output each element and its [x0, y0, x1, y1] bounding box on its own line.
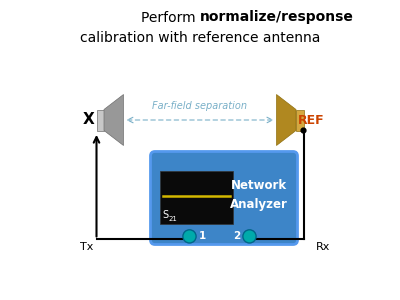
Text: Network: Network	[230, 179, 286, 192]
Text: REF: REF	[298, 113, 324, 127]
Text: 1: 1	[198, 231, 206, 242]
Polygon shape	[96, 110, 104, 130]
Text: X: X	[83, 112, 95, 128]
Polygon shape	[296, 110, 304, 130]
Bar	[160, 171, 233, 224]
Text: Analyzer: Analyzer	[230, 198, 288, 212]
FancyBboxPatch shape	[150, 152, 298, 244]
Text: S: S	[162, 211, 169, 220]
Text: Tx: Tx	[80, 242, 94, 252]
Polygon shape	[276, 94, 296, 146]
Text: calibration with reference antenna: calibration with reference antenna	[80, 32, 320, 46]
Text: 2: 2	[233, 231, 240, 242]
Text: Rx: Rx	[316, 242, 330, 252]
Text: normalize/response: normalize/response	[200, 11, 354, 25]
Circle shape	[301, 128, 306, 133]
Text: Perform: Perform	[141, 11, 200, 25]
Text: 21: 21	[169, 216, 178, 222]
Circle shape	[183, 230, 196, 243]
Text: Far-field separation: Far-field separation	[152, 101, 248, 111]
Circle shape	[243, 230, 256, 243]
Polygon shape	[104, 94, 124, 146]
